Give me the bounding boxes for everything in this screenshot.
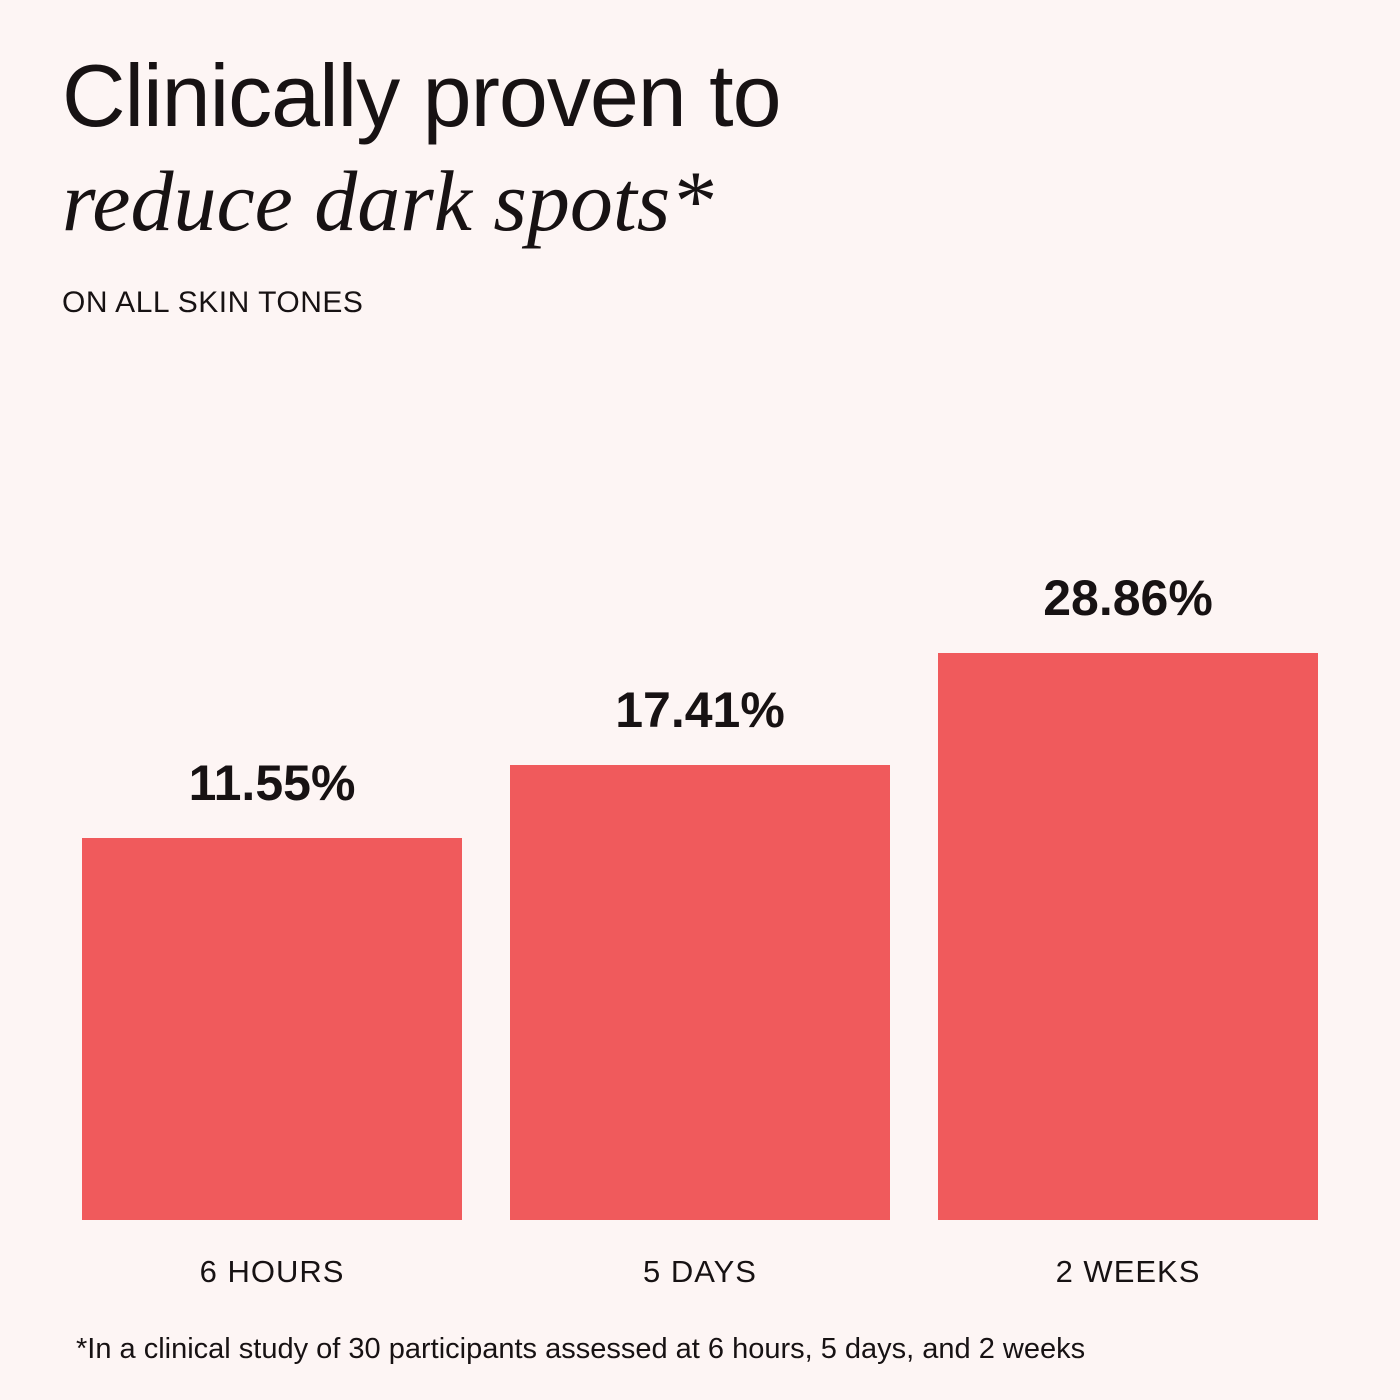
header: Clinically proven to reduce dark spots* … bbox=[62, 46, 782, 320]
bar-group-2-weeks: 28.86% bbox=[938, 573, 1318, 1220]
category-label-2-weeks: 2 WEEKS bbox=[1055, 1254, 1201, 1289]
bar-value-label-6-hours: 11.55% bbox=[188, 755, 356, 811]
bar-value-label-5-days: 17.41% bbox=[615, 682, 785, 738]
clinical-study-footnote: *In a clinical study of 30 participants … bbox=[76, 1333, 1086, 1365]
bar-5-days bbox=[510, 765, 890, 1220]
bar-value-label-2-weeks: 28.86% bbox=[1043, 570, 1213, 626]
bar-chart: 11.55% 17.41% 28.86% 6 HOURS 5 DAYS 2 WE… bbox=[82, 520, 1318, 1290]
bar-6-hours bbox=[82, 838, 462, 1220]
bar-group-6-hours: 11.55% bbox=[82, 758, 462, 1220]
category-label-6-hours: 6 HOURS bbox=[199, 1254, 345, 1289]
title-line-1: Clinically proven to bbox=[62, 46, 782, 145]
subtitle-skin-tones: ON ALL SKIN TONES bbox=[62, 286, 364, 319]
title-line-2-italic: reduce dark spots* bbox=[62, 153, 714, 249]
bars-row: 11.55% 17.41% 28.86% bbox=[82, 520, 1318, 1220]
bar-group-5-days: 17.41% bbox=[510, 685, 890, 1220]
category-label-5-days: 5 DAYS bbox=[643, 1254, 757, 1289]
bar-2-weeks bbox=[938, 653, 1318, 1220]
category-labels-row: 6 HOURS 5 DAYS 2 WEEKS bbox=[82, 1254, 1318, 1290]
